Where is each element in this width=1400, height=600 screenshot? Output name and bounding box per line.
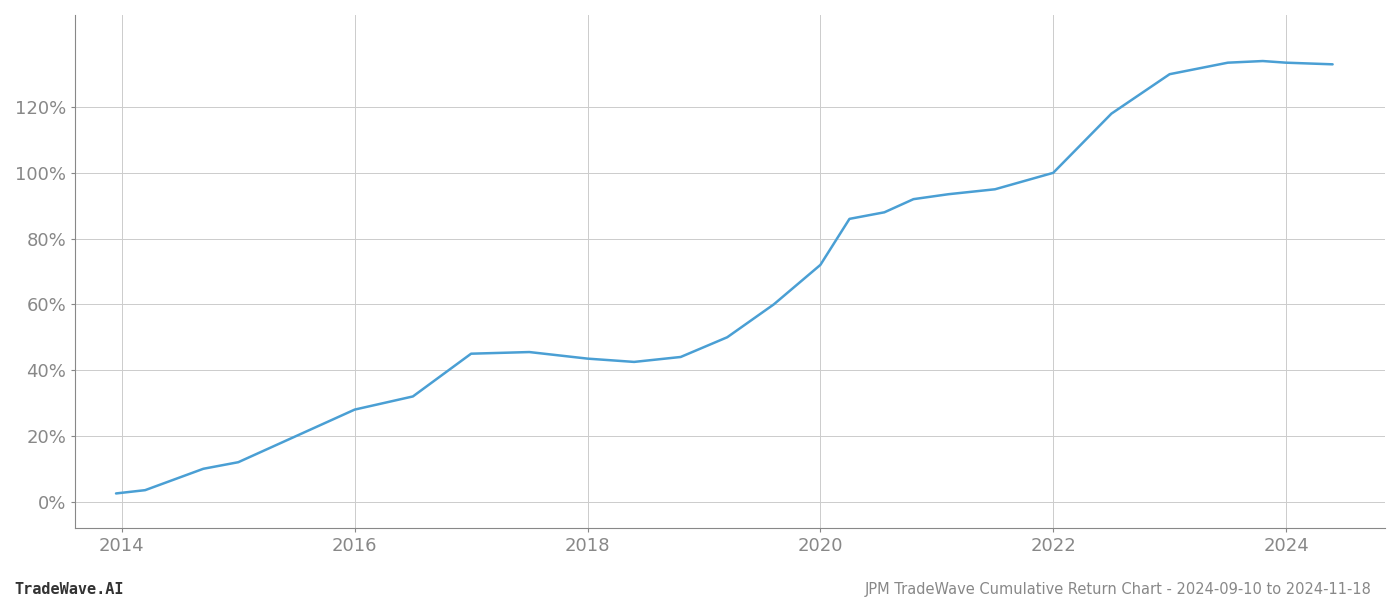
- Text: TradeWave.AI: TradeWave.AI: [14, 582, 123, 597]
- Text: JPM TradeWave Cumulative Return Chart - 2024-09-10 to 2024-11-18: JPM TradeWave Cumulative Return Chart - …: [865, 582, 1372, 597]
